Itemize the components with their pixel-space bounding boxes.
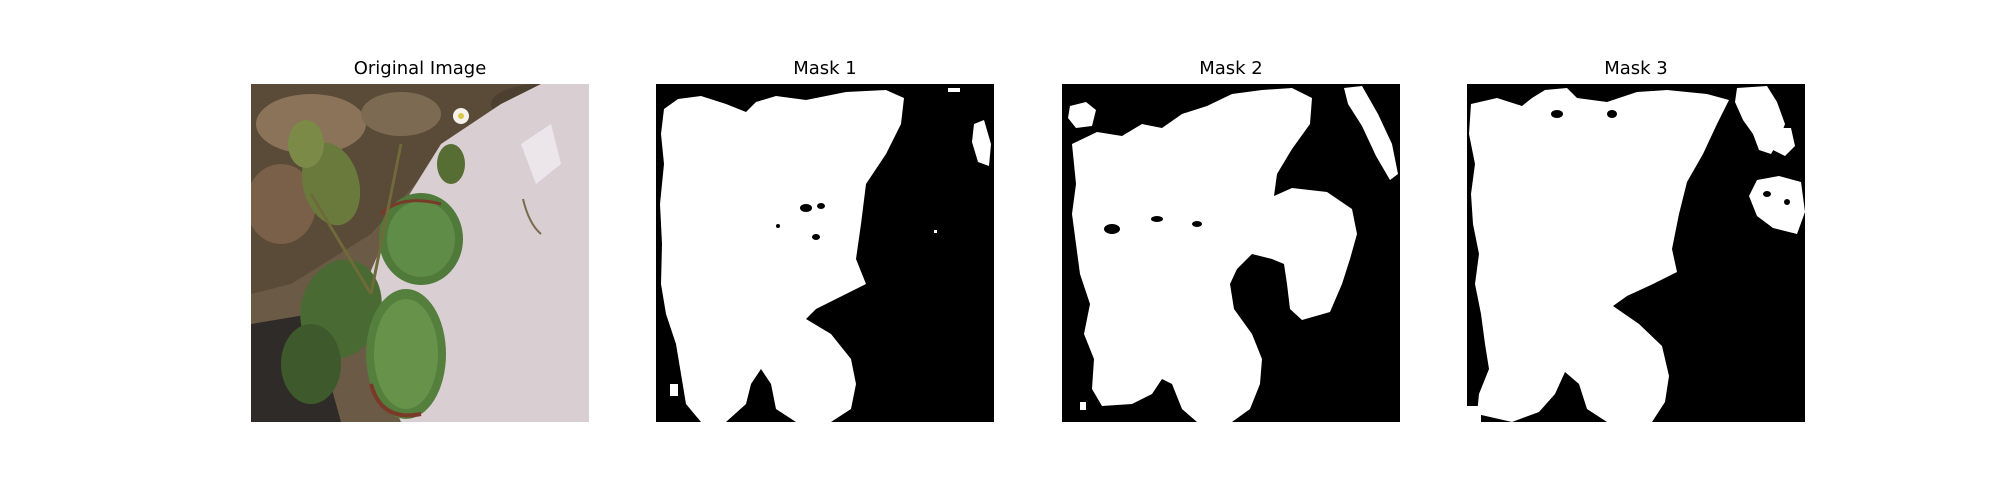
mask-2-image: [1062, 84, 1400, 422]
panel-title-mask-2: Mask 2: [1062, 58, 1400, 79]
original-image: [251, 84, 589, 422]
mask-1-panel: [656, 84, 994, 422]
mask-3-image: [1467, 84, 1805, 422]
original-image-panel: [251, 84, 589, 422]
panel-title-mask-3: Mask 3: [1467, 58, 1805, 79]
mask-1-image: [656, 84, 994, 422]
panel-title-original: Original Image: [251, 58, 589, 79]
mask-2-panel: [1062, 84, 1400, 422]
panel-title-mask-1: Mask 1: [656, 58, 994, 79]
mask-3-panel: [1467, 84, 1805, 422]
